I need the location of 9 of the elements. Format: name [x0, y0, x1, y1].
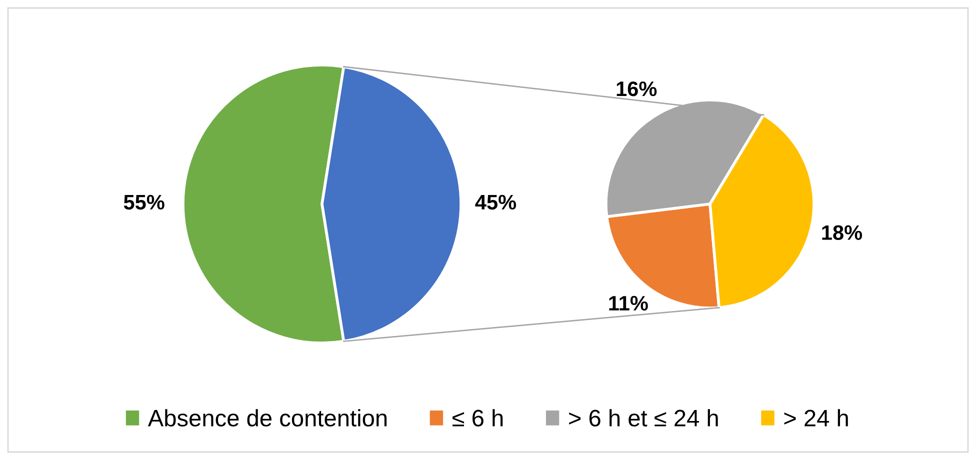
data-label: 16% — [616, 81, 657, 96]
data-label: 11% — [609, 296, 648, 311]
legend-label: ≤ 6 h — [452, 409, 503, 427]
data-label: 45% — [475, 194, 516, 210]
data-label: 55% — [124, 194, 164, 210]
data-label: 18% — [822, 225, 862, 240]
legend-label: > 24 h — [784, 409, 848, 426]
legend-label: > 6 h et ≤ 24 h — [569, 409, 718, 427]
legend-label: Absence de contention — [148, 409, 387, 427]
